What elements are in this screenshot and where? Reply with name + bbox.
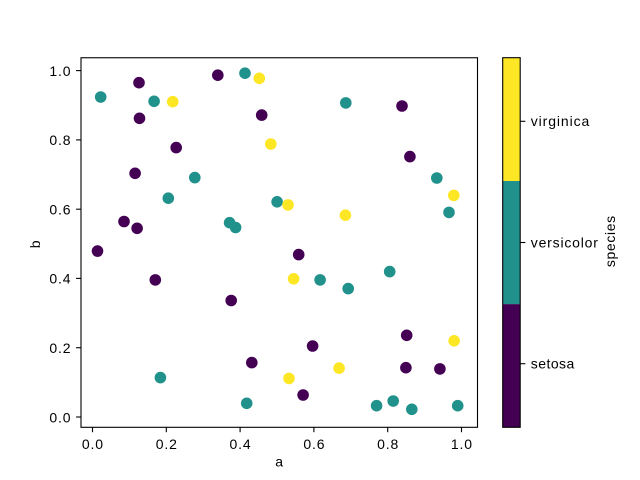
svg-text:0.0: 0.0 bbox=[49, 409, 71, 425]
svg-text:1.0: 1.0 bbox=[49, 63, 71, 79]
svg-text:virginica: virginica bbox=[531, 113, 590, 129]
svg-text:a: a bbox=[275, 454, 283, 470]
svg-text:0.4: 0.4 bbox=[230, 436, 252, 452]
svg-text:0.2: 0.2 bbox=[156, 436, 178, 452]
svg-text:species: species bbox=[602, 215, 618, 267]
svg-text:versicolor: versicolor bbox=[531, 234, 599, 250]
svg-text:0.4: 0.4 bbox=[49, 271, 71, 287]
svg-text:0.0: 0.0 bbox=[82, 436, 104, 452]
svg-text:0.6: 0.6 bbox=[49, 202, 71, 218]
svg-text:0.8: 0.8 bbox=[49, 132, 71, 148]
svg-text:0.8: 0.8 bbox=[377, 436, 399, 452]
svg-text:0.6: 0.6 bbox=[303, 436, 325, 452]
svg-text:b: b bbox=[27, 240, 43, 248]
svg-text:0.2: 0.2 bbox=[49, 340, 71, 356]
svg-text:setosa: setosa bbox=[531, 356, 575, 372]
svg-text:1.0: 1.0 bbox=[451, 436, 473, 452]
